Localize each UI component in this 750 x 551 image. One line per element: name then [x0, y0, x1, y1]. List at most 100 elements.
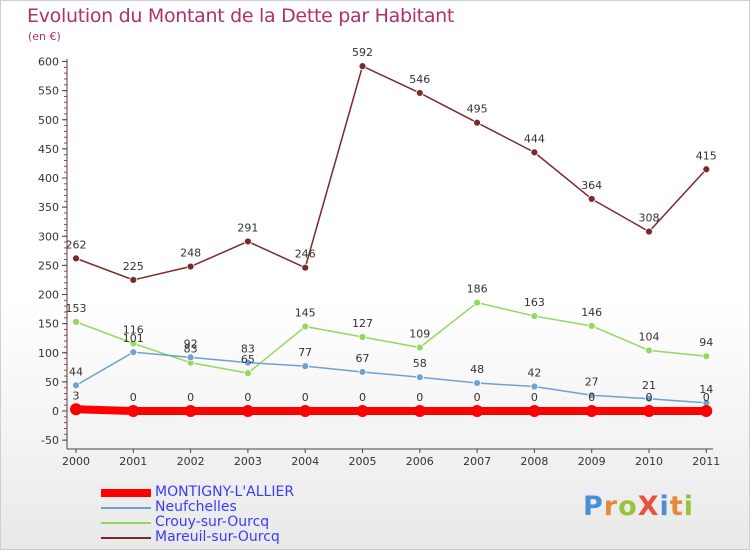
- data-point-mareuil-sur-ourcq: [587, 195, 596, 203]
- data-point-montigny-l-allier: [241, 405, 254, 417]
- data-label-montigny-l-allier: 0: [130, 391, 137, 404]
- data-point-crouy-sur-ourcq: [129, 339, 138, 348]
- data-label-mareuil-sur-ourcq: 364: [581, 179, 602, 192]
- data-point-montigny-l-allier: [413, 405, 426, 417]
- x-tick-label: 2003: [234, 455, 262, 468]
- logo-letter: t: [669, 491, 684, 522]
- data-point-crouy-sur-ourcq: [587, 322, 596, 330]
- x-tick-label: 2000: [62, 455, 90, 468]
- proxiti-logo: ProXiti: [583, 491, 694, 522]
- data-point-montigny-l-allier: [528, 405, 541, 417]
- data-point-mareuil-sur-ourcq: [72, 254, 80, 263]
- legend-item: Crouy-sur-Ourcq: [101, 514, 421, 530]
- data-label-mareuil-sur-ourcq: 291: [237, 221, 258, 234]
- data-label-neufchelles: 67: [356, 352, 370, 365]
- data-label-neufchelles: 83: [241, 343, 255, 356]
- data-label-mareuil-sur-ourcq: 262: [66, 238, 87, 251]
- data-label-mareuil-sur-ourcq: 246: [295, 248, 316, 261]
- data-point-neufchelles: [301, 362, 310, 371]
- y-tick-label: 400: [38, 172, 59, 185]
- x-tick-label: 2010: [635, 455, 663, 468]
- data-label-crouy-sur-ourcq: 116: [123, 323, 144, 336]
- data-point-crouy-sur-ourcq: [415, 343, 424, 352]
- legend-swatch: [101, 522, 151, 524]
- series-line-crouy-sur-ourcq: [75, 301, 708, 374]
- x-tick-label: 2009: [578, 455, 606, 468]
- y-tick-label: 600: [38, 56, 59, 69]
- y-tick-label: 550: [38, 85, 59, 98]
- legend-label: MONTIGNY-L'ALLIER: [155, 484, 295, 500]
- data-label-montigny-l-allier: 0: [416, 391, 423, 404]
- data-label-neufchelles: 101: [123, 332, 144, 345]
- data-point-crouy-sur-ourcq: [473, 298, 482, 307]
- y-tick-label: 200: [38, 289, 59, 302]
- data-point-mareuil-sur-ourcq: [415, 89, 424, 97]
- data-label-neufchelles: 21: [642, 379, 656, 392]
- data-label-montigny-l-allier: 0: [588, 391, 595, 404]
- logo-letter: o: [618, 491, 638, 522]
- data-point-neufchelles: [243, 358, 252, 367]
- data-point-mareuil-sur-ourcq: [129, 276, 138, 284]
- y-tick-label: 50: [45, 376, 59, 389]
- chart-title: Evolution du Montant de la Dette par Hab…: [27, 5, 455, 27]
- data-label-montigny-l-allier: 0: [703, 391, 710, 404]
- logo-letter: X: [637, 491, 660, 522]
- data-label-crouy-sur-ourcq: 186: [467, 283, 488, 296]
- data-point-montigny-l-allier: [299, 405, 312, 417]
- data-point-mareuil-sur-ourcq: [186, 262, 195, 271]
- y-tick-label: 300: [38, 230, 59, 243]
- y-tick-label: 100: [38, 347, 59, 360]
- data-point-montigny-l-allier: [184, 405, 197, 417]
- data-point-neufchelles: [72, 381, 80, 390]
- x-tick-label: 2011: [692, 455, 720, 468]
- data-label-neufchelles: 42: [527, 367, 541, 380]
- data-label-crouy-sur-ourcq: 104: [639, 330, 660, 343]
- data-point-mareuil-sur-ourcq: [358, 62, 367, 71]
- legend-swatch: [101, 507, 151, 509]
- data-point-mareuil-sur-ourcq: [702, 165, 711, 174]
- data-point-mareuil-sur-ourcq: [243, 237, 252, 246]
- data-point-neufchelles: [645, 394, 653, 403]
- data-label-crouy-sur-ourcq: 153: [66, 302, 87, 315]
- data-label-neufchelles: 44: [69, 365, 83, 378]
- legend-label: Neufchelles: [155, 499, 237, 515]
- data-point-neufchelles: [129, 348, 138, 357]
- y-tick-label: 150: [38, 318, 59, 331]
- data-label-crouy-sur-ourcq: 163: [524, 296, 545, 309]
- data-point-crouy-sur-ourcq: [702, 352, 711, 361]
- data-point-neufchelles: [358, 368, 367, 376]
- series-group: [70, 62, 713, 417]
- data-label-neufchelles: 92: [184, 337, 198, 350]
- data-label-montigny-l-allier: 0: [646, 391, 653, 404]
- data-point-crouy-sur-ourcq: [358, 333, 367, 341]
- data-point-montigny-l-allier: [70, 403, 82, 416]
- data-point-montigny-l-allier: [127, 405, 140, 417]
- data-point-neufchelles: [473, 379, 482, 387]
- data-point-crouy-sur-ourcq: [72, 317, 80, 326]
- data-label-mareuil-sur-ourcq: 308: [639, 212, 660, 225]
- data-point-mareuil-sur-ourcq: [645, 227, 653, 236]
- data-point-montigny-l-allier: [585, 405, 598, 417]
- y-tick-label: 250: [38, 259, 59, 272]
- data-label-mareuil-sur-ourcq: 592: [352, 46, 373, 59]
- y-tick-label: 350: [38, 201, 59, 214]
- data-point-crouy-sur-ourcq: [530, 312, 539, 320]
- data-label-mareuil-sur-ourcq: 495: [467, 103, 488, 116]
- x-tick-label: 2001: [119, 455, 147, 468]
- data-point-mareuil-sur-ourcq: [473, 118, 482, 127]
- series-line-neufchelles: [75, 351, 708, 404]
- data-label-neufchelles: 27: [585, 375, 599, 388]
- series-line-mareuil-sur-ourcq: [75, 65, 708, 281]
- data-label-crouy-sur-ourcq: 65: [241, 353, 255, 366]
- data-label-montigny-l-allier: 0: [531, 391, 538, 404]
- legend: MONTIGNY-L'ALLIER Neufchelles Crouy-sur-Ou…: [101, 484, 421, 545]
- data-point-neufchelles: [530, 382, 539, 391]
- axes: -500501001502002503003504004505005506002…: [38, 56, 720, 469]
- data-label-mareuil-sur-ourcq: 415: [696, 149, 717, 162]
- legend-swatch: [101, 537, 151, 539]
- data-label-crouy-sur-ourcq: 127: [352, 317, 373, 330]
- logo-letter: i: [683, 491, 694, 522]
- data-label-crouy-sur-ourcq: 146: [581, 306, 602, 319]
- data-label-mareuil-sur-ourcq: 248: [180, 247, 201, 260]
